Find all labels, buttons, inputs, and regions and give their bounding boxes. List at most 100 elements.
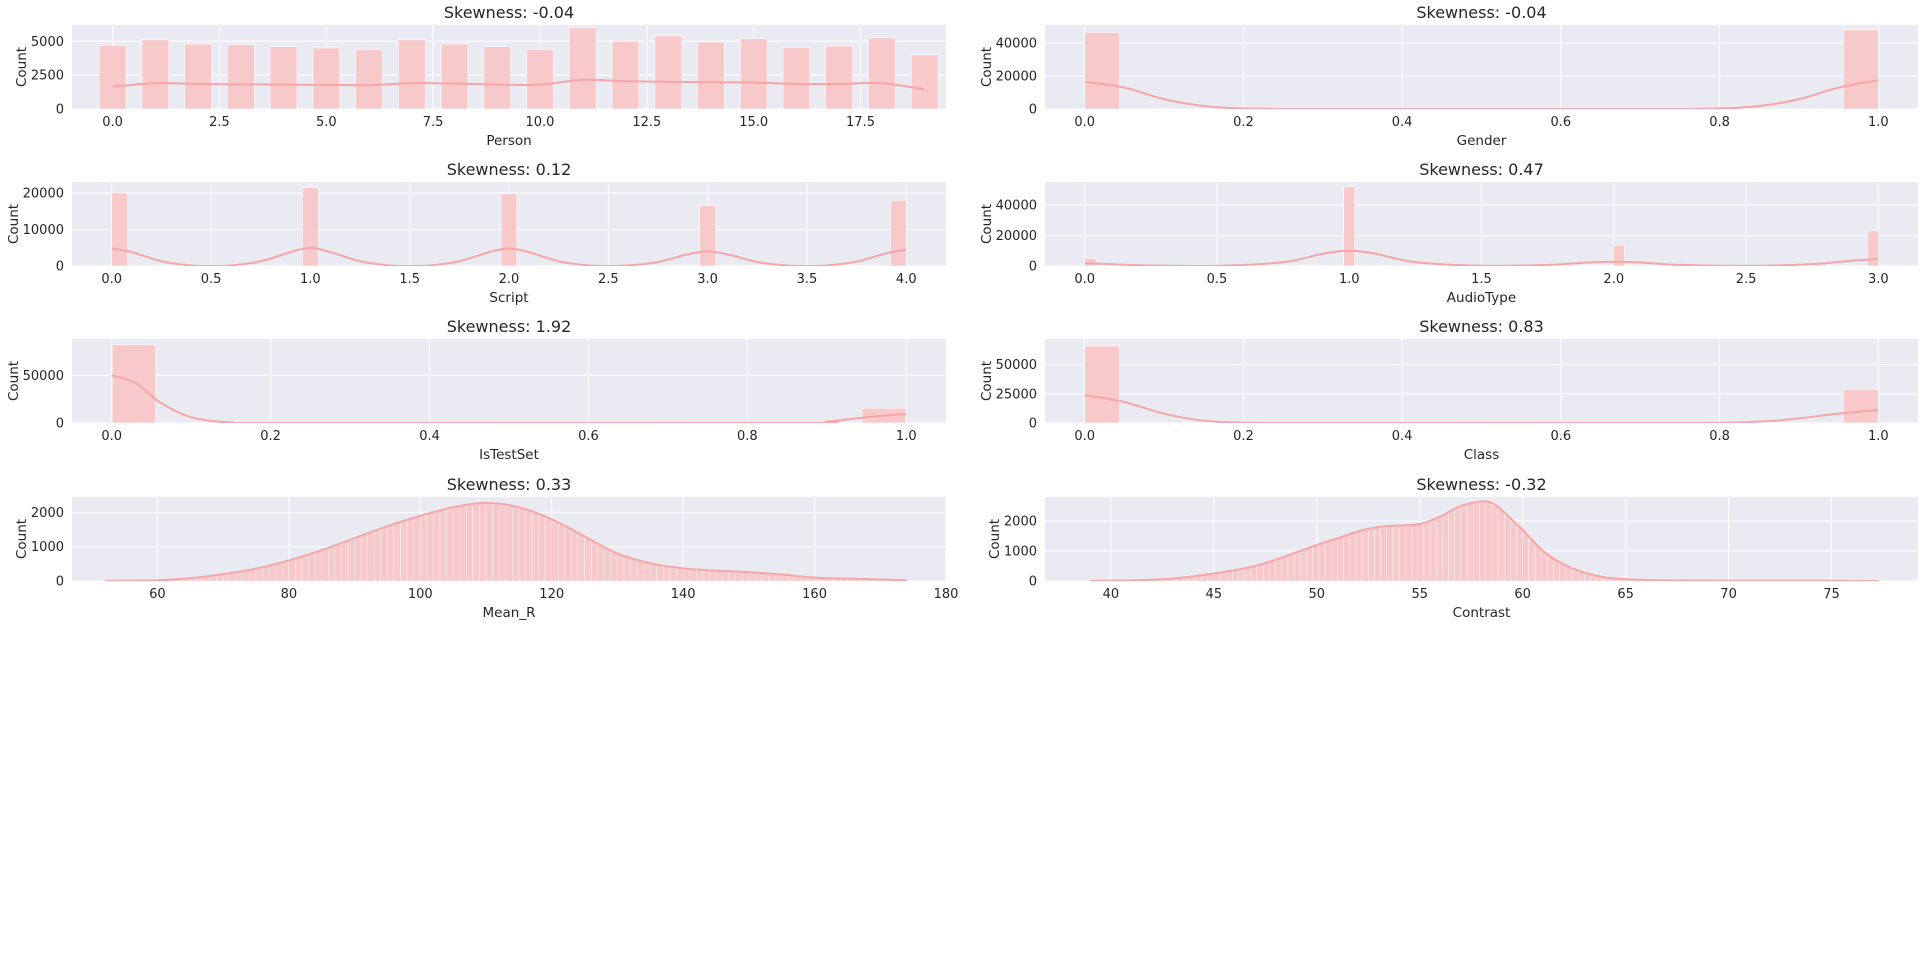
kde-line (1084, 79, 1879, 109)
histogram-bar (699, 205, 716, 266)
chart-title: Skewness: -0.04 (1416, 3, 1546, 22)
histogram-bar (715, 570, 723, 581)
histogram-bar (1448, 510, 1455, 581)
x-tick-label: 1.0 (1868, 429, 1889, 444)
histogram-bar (98, 45, 127, 109)
x-axis-label: Contrast (1453, 605, 1511, 621)
histogram-bar (748, 572, 756, 581)
subplot-gender: 0.0 0.2 0.4 0.6 0.8 1.0 0 20000 40000 Skewness: -… (979, 3, 1918, 149)
x-tick-label: 160 (802, 587, 827, 602)
x-tick-label: 45 (1206, 587, 1223, 602)
histogram-bar (328, 546, 336, 581)
histogram-bar (1491, 505, 1499, 581)
x-axis-label: Person (486, 133, 531, 149)
histogram-bar (1541, 551, 1548, 581)
histogram-bar (1843, 388, 1879, 423)
histogram-bar (312, 47, 341, 109)
histogram-bar (890, 199, 907, 266)
histogram-bar (459, 505, 467, 581)
x-tick-label: 5.0 (316, 115, 337, 130)
x-tick-label: 80 (281, 587, 298, 602)
y-tick-label: 0 (1029, 417, 1037, 432)
histogram-bar (1442, 513, 1449, 581)
histogram-bar (275, 562, 283, 581)
kde-line (1090, 500, 1879, 581)
histogram-bar (590, 541, 598, 581)
histogram-bar (380, 527, 388, 581)
histogram-bar (1497, 509, 1505, 581)
histogram-bar (636, 560, 644, 581)
histogram-bar (466, 504, 474, 581)
y-tick-label: 40000 (996, 37, 1037, 52)
histogram-bar (505, 505, 513, 581)
x-tick-label: 0.4 (1392, 429, 1413, 444)
histogram-bar (433, 511, 441, 581)
histogram-bar (1503, 515, 1511, 581)
histogram-bar (1405, 524, 1412, 581)
x-tick-label: 0.0 (102, 115, 123, 130)
histogram-bar (1454, 507, 1462, 581)
histogram-bar (1392, 525, 1400, 581)
histogram-bar (1330, 539, 1338, 581)
histogram-bar (1084, 258, 1097, 266)
y-tick-label: 0 (1029, 575, 1037, 590)
histogram-bar (643, 562, 651, 581)
histogram-bar (1084, 345, 1120, 423)
histogram-bar (1423, 521, 1431, 581)
histogram-bar (825, 45, 853, 109)
bars (1084, 29, 1879, 109)
axes-background (1045, 339, 1918, 423)
x-tick-label: 2.0 (1603, 272, 1624, 287)
histogram-bar (1281, 556, 1289, 581)
histogram-bar (1553, 559, 1560, 581)
histogram-bar (1398, 525, 1406, 581)
histogram-bar (321, 548, 329, 581)
y-tick-label: 10000 (23, 223, 64, 238)
histogram-bar (551, 520, 559, 581)
x-tick-label: 1.0 (1339, 272, 1360, 287)
histogram-bar (1324, 541, 1332, 581)
histogram-bar (1355, 531, 1363, 581)
histogram-bar (1485, 502, 1492, 581)
histogram-bar (184, 43, 212, 109)
x-tick-label: 2.5 (209, 115, 230, 130)
x-axis-label: Script (489, 290, 528, 306)
y-tick-label: 1000 (1004, 545, 1037, 560)
x-tick-label: 0.6 (1551, 115, 1572, 130)
chart-title: Skewness: 1.92 (447, 317, 572, 336)
histogram-bar (262, 565, 270, 581)
x-tick-label: 0.5 (1207, 272, 1228, 287)
histogram-bar (141, 39, 170, 109)
chart-title: Skewness: 0.47 (1419, 160, 1544, 179)
x-axis-label: Gender (1457, 133, 1507, 149)
histogram-bar (761, 573, 769, 581)
histogram-bar (696, 569, 704, 581)
subplot-audiotype: 0.0 0.5 1.0 1.5 2.0 2.5 3.0 0 20000 40000 Skewness… (979, 160, 1918, 306)
x-tick-label: 0.0 (1074, 429, 1095, 444)
x-tick-label: 0.0 (101, 272, 122, 287)
histogram-bar (568, 27, 597, 109)
histogram-bar (1479, 501, 1486, 581)
histogram-bar (347, 539, 355, 581)
histogram-bar (630, 558, 638, 581)
histogram-bar (1293, 551, 1301, 581)
y-tick-label: 0 (56, 417, 64, 432)
y-tick-label: 0 (56, 260, 64, 275)
x-axis-label: Mean_R (483, 605, 536, 621)
kde-line (1084, 394, 1879, 423)
histogram-bar (1269, 560, 1276, 581)
axes-background (1045, 25, 1918, 109)
x-tick-label: 120 (539, 587, 564, 602)
histogram-bar (868, 37, 896, 109)
y-tick-label: 2000 (1004, 515, 1037, 530)
histogram-bar (483, 46, 512, 109)
kde-line (104, 501, 907, 581)
x-tick-label: 0.2 (260, 429, 281, 444)
histogram-bar (452, 506, 460, 581)
x-tick-label: 2.5 (1736, 272, 1757, 287)
x-tick-label: 0.0 (101, 429, 122, 444)
x-tick-label: 15.0 (739, 115, 768, 130)
histogram-bar (387, 524, 395, 581)
histogram-bar (268, 564, 276, 581)
histogram-bar (544, 517, 552, 581)
